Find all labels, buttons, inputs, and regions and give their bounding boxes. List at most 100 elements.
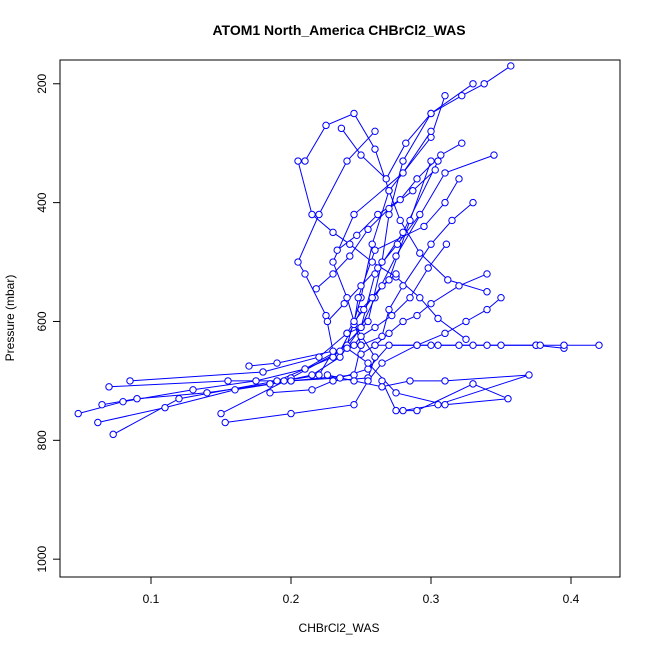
data-point xyxy=(434,400,442,409)
data-point xyxy=(323,371,332,379)
data-point xyxy=(504,395,512,403)
data-point xyxy=(217,409,225,418)
data-point xyxy=(329,347,337,355)
data-point xyxy=(402,139,410,147)
data-point xyxy=(385,329,393,338)
series-line-2 xyxy=(78,95,446,415)
data-point xyxy=(350,341,358,349)
data-point xyxy=(280,377,288,385)
data-point xyxy=(273,377,281,385)
data-point xyxy=(312,285,320,293)
x-tick-label: 0.2 xyxy=(283,592,300,606)
data-point xyxy=(399,282,407,290)
data-point xyxy=(441,329,449,338)
data-point xyxy=(413,175,421,183)
data-point xyxy=(315,210,323,219)
data-point xyxy=(94,418,102,427)
data-point xyxy=(560,341,568,349)
data-point xyxy=(340,299,348,308)
data-point xyxy=(357,341,365,349)
data-point xyxy=(378,332,386,341)
data-point xyxy=(203,389,211,397)
data-point xyxy=(301,157,309,165)
data-point xyxy=(346,240,354,248)
data-point xyxy=(294,258,302,266)
data-point xyxy=(301,270,309,278)
data-point xyxy=(441,91,449,100)
data-point xyxy=(469,380,477,388)
data-point xyxy=(385,305,393,314)
data-point xyxy=(444,276,452,284)
data-point xyxy=(427,127,435,136)
data-point xyxy=(350,400,358,409)
series-line-17 xyxy=(297,160,467,340)
data-point xyxy=(378,377,386,385)
data-point xyxy=(189,386,197,394)
data-point xyxy=(371,341,379,349)
data-point xyxy=(536,341,544,349)
data-point xyxy=(595,341,603,349)
data-point xyxy=(322,121,330,130)
series-line-9 xyxy=(269,160,432,394)
series-line-15 xyxy=(340,65,512,180)
data-point xyxy=(392,406,400,415)
data-point xyxy=(364,359,372,367)
data-point xyxy=(368,240,376,248)
data-point xyxy=(357,323,365,332)
data-point xyxy=(396,216,404,225)
x-tick-label: 0.3 xyxy=(423,592,440,606)
data-point xyxy=(448,216,456,225)
data-point xyxy=(406,377,414,385)
data-point xyxy=(413,311,421,320)
data-point xyxy=(221,418,229,427)
data-point xyxy=(294,157,302,165)
data-point xyxy=(336,353,344,361)
data-point xyxy=(378,359,386,367)
data-point xyxy=(329,258,337,266)
data-point xyxy=(109,430,117,439)
data-point xyxy=(353,231,361,240)
data-point xyxy=(308,371,316,379)
data-point xyxy=(385,276,393,284)
y-axis: 200 400 600 800 1000 xyxy=(35,73,61,573)
data-point xyxy=(406,216,414,225)
data-point xyxy=(252,377,260,385)
data-point xyxy=(378,258,386,266)
data-point xyxy=(119,397,127,406)
data-point xyxy=(322,311,330,320)
data-point xyxy=(371,145,379,153)
data-point xyxy=(346,252,354,260)
data-point xyxy=(329,377,337,385)
data-point xyxy=(525,371,533,379)
data-point xyxy=(98,400,106,409)
data-point xyxy=(371,353,379,361)
data-point xyxy=(427,341,435,349)
series-line-10 xyxy=(225,297,502,423)
data-point xyxy=(336,347,344,355)
data-point xyxy=(392,270,400,278)
x-tick-label: 0.4 xyxy=(563,592,580,606)
data-point xyxy=(368,294,376,302)
data-point xyxy=(399,228,407,237)
data-point xyxy=(231,386,239,394)
points-layer xyxy=(74,62,603,439)
data-point xyxy=(364,225,372,234)
data-point xyxy=(364,317,372,326)
data-point xyxy=(483,305,491,314)
y-tick-label: 200 xyxy=(35,73,49,93)
data-point xyxy=(323,317,332,326)
data-point xyxy=(427,240,435,248)
data-point xyxy=(424,264,432,272)
data-point xyxy=(273,359,281,367)
data-point xyxy=(378,383,386,391)
data-point xyxy=(126,377,134,385)
data-point xyxy=(413,406,421,415)
series-line-22 xyxy=(353,243,447,346)
data-point xyxy=(175,395,183,403)
y-tick-label: 400 xyxy=(35,192,49,212)
y-tick-label: 800 xyxy=(35,430,49,450)
data-point xyxy=(497,341,505,349)
data-point xyxy=(437,151,445,159)
data-point xyxy=(442,240,451,248)
